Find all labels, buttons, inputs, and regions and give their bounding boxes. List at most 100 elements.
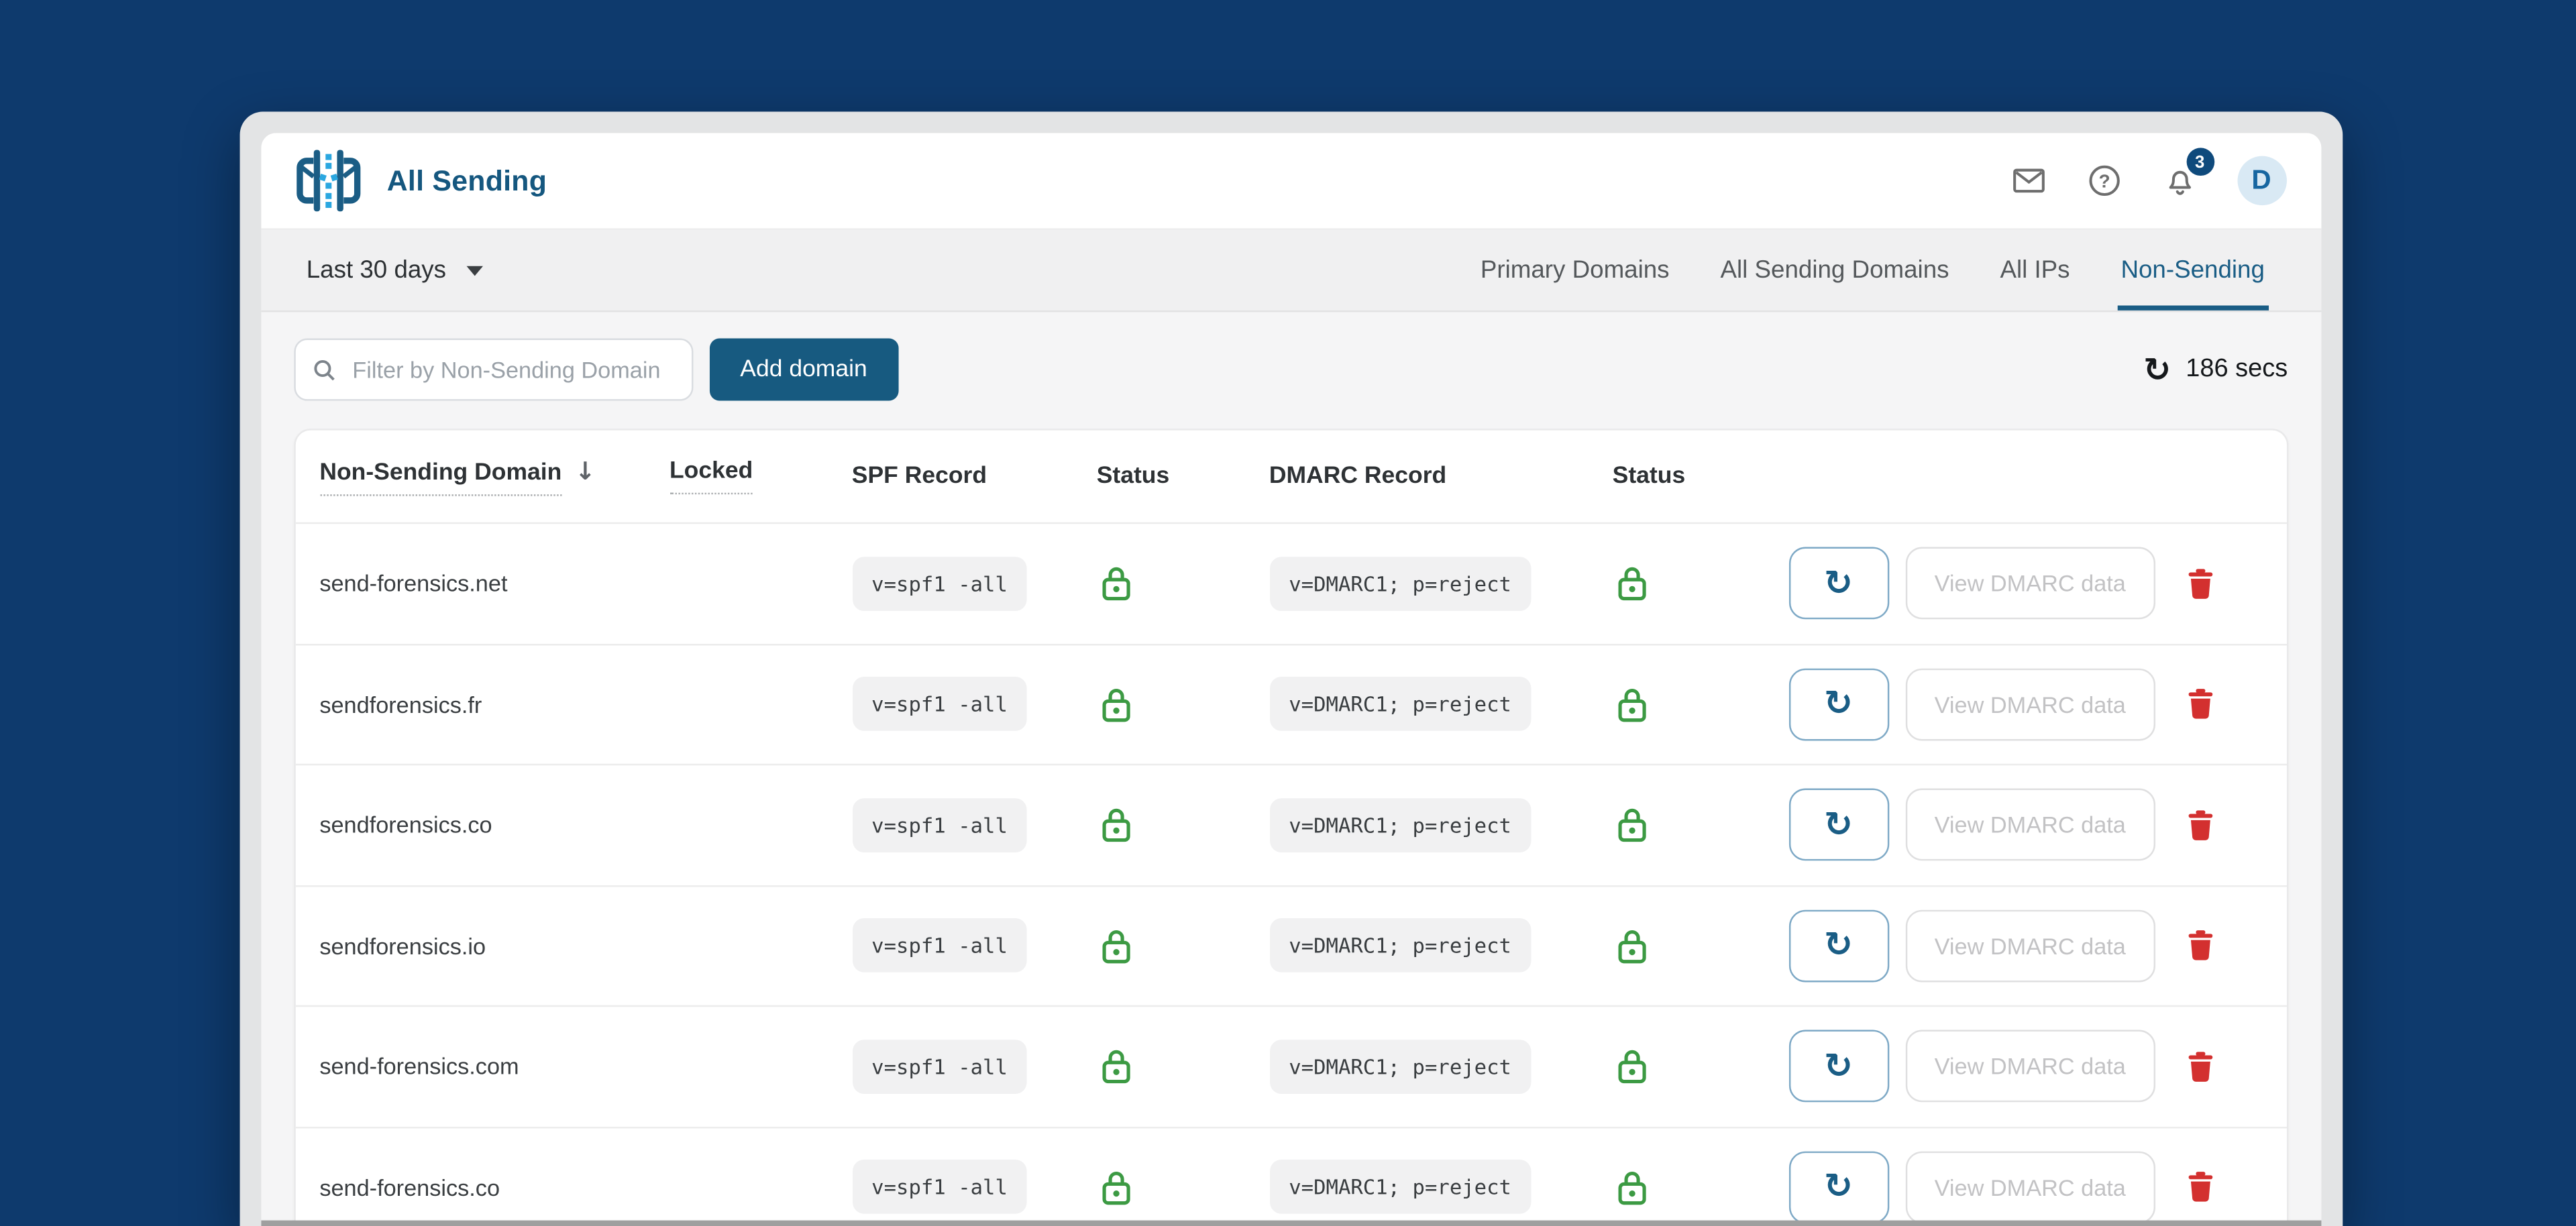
trash-icon [2188,1172,2213,1203]
search-icon [313,359,334,380]
spf-status-cell [1097,564,1269,604]
help-icon[interactable]: ? [2086,162,2122,199]
view-dmarc-data-button[interactable]: View DMARC data [1904,1030,2155,1103]
user-avatar[interactable]: D [2237,156,2286,206]
table-row: send-forensics.net v=spf1 -all v=DMARC1;… [294,522,2286,643]
delete-domain-button[interactable] [2186,1172,2214,1203]
notifications-bell-icon[interactable]: 3 [2161,148,2214,199]
refresh-icon: ↻ [2143,349,2171,390]
delete-domain-button[interactable] [2186,810,2214,841]
app-header: All Sending ? [260,133,2321,230]
mail-icon[interactable] [2010,162,2046,199]
refresh-countdown[interactable]: ↻ 186 secs [2143,353,2288,386]
view-dmarc-data-button[interactable]: View DMARC data [1904,1151,2155,1223]
tab-all-sending-domains[interactable]: All Sending Domains [1720,256,1949,284]
column-header-domain[interactable]: Non-Sending Domain ↓ [295,457,669,496]
add-domain-button[interactable]: Add domain [708,338,899,401]
dmarc-record-value: v=DMARC1; p=reject [1269,556,1532,611]
dmarc-status-cell [1613,805,1788,845]
dmarc-status-cell [1613,564,1788,604]
dmarc-status-cell [1613,685,1788,724]
locked-cell [669,1172,852,1202]
dmarc-record-cell: v=DMARC1; p=reject [1269,677,1613,732]
view-dmarc-data-button[interactable]: View DMARC data [1904,909,2155,982]
view-dmarc-data-button[interactable]: View DMARC data [1904,547,2155,620]
row-actions: ↻ View DMARC data [1788,789,2286,861]
filter-input[interactable] [349,354,675,385]
row-refresh-button[interactable]: ↻ [1788,547,1889,620]
row-refresh-button[interactable]: ↻ [1788,909,1889,982]
trash-icon [2188,810,2213,840]
locked-cell [669,569,852,598]
delete-domain-button[interactable] [2186,930,2214,962]
spf-record-cell: v=spf1 -all [851,918,1097,973]
delete-domain-button[interactable] [2186,689,2214,720]
row-refresh-button[interactable]: ↻ [1788,1030,1889,1103]
spf-status-lock-icon [1098,685,1269,724]
dmarc-record-value: v=DMARC1; p=reject [1269,918,1532,973]
table-header-row: Non-Sending Domain ↓ Locked SPF Record S… [295,431,2286,522]
dmarc-record-cell: v=DMARC1; p=reject [1269,556,1613,611]
table-row: sendforensics.io v=spf1 -all v=DMARC1; p… [294,884,2286,1005]
row-refresh-button[interactable]: ↻ [1788,1151,1889,1223]
tab-all-ips[interactable]: All IPs [2000,256,2070,284]
row-actions: ↻ View DMARC data [1788,909,2286,982]
spf-record-value: v=spf1 -all [851,1039,1028,1094]
spf-status-lock-icon [1098,805,1269,845]
trash-icon [2188,930,2213,961]
notification-count-badge: 3 [2186,148,2214,176]
domain-name: sendforensics.fr [319,691,482,718]
spf-record-cell: v=spf1 -all [851,556,1097,611]
sort-descending-icon: ↓ [574,456,596,486]
spf-record-cell: v=spf1 -all [851,1039,1097,1094]
date-range-selector[interactable]: Last 30 days [307,230,482,311]
delete-domain-button[interactable] [2186,1051,2214,1082]
row-actions: ↻ View DMARC data [1788,1151,2286,1223]
dmarc-record-value: v=DMARC1; p=reject [1269,1039,1532,1094]
locked-cell [669,931,852,960]
spf-record-value: v=spf1 -all [851,556,1028,611]
row-refresh-button[interactable]: ↻ [1788,668,1889,740]
column-header-locked[interactable]: Locked [669,458,852,495]
spf-record-cell: v=spf1 -all [851,677,1097,732]
app-window-inner: All Sending ? [260,133,2321,1226]
dmarc-status-lock-icon [1614,1168,1788,1207]
domains-table: Non-Sending Domain ↓ Locked SPF Record S… [293,429,2288,1226]
table-row: sendforensics.fr v=spf1 -all v=DMARC1; p… [294,643,2286,764]
refresh-icon: ↻ [1823,563,1853,603]
page-title: All Sending [386,163,547,197]
tab-primary-domains[interactable]: Primary Domains [1480,256,1670,284]
dmarc-record-value: v=DMARC1; p=reject [1269,797,1532,852]
tab-non-sending[interactable]: Non-Sending [2117,230,2267,311]
spf-record-value: v=spf1 -all [851,918,1028,973]
view-dmarc-data-button[interactable]: View DMARC data [1904,789,2155,861]
dmarc-status-lock-icon [1614,685,1788,724]
spf-status-lock-icon [1098,1047,1269,1086]
delete-domain-button[interactable] [2186,568,2214,600]
spf-status-cell [1097,685,1269,724]
dmarc-record-cell: v=DMARC1; p=reject [1269,1039,1613,1094]
refresh-icon: ↻ [1823,804,1853,844]
dmarc-record-value: v=DMARC1; p=reject [1269,1160,1532,1215]
row-refresh-button[interactable]: ↻ [1788,789,1889,861]
refresh-countdown-label: 186 secs [2186,354,2288,383]
refresh-icon: ↻ [1823,1166,1853,1207]
spf-record-value: v=spf1 -all [851,1160,1028,1215]
brand-logo-icon[interactable] [295,146,361,215]
refresh-icon: ↻ [1823,1046,1853,1086]
dmarc-status-lock-icon [1614,926,1788,966]
column-header-dmarc-record: DMARC Record [1269,463,1447,490]
chevron-down-icon [466,265,482,276]
table-row: send-forensics.com v=spf1 -all v=DMARC1;… [294,1005,2286,1126]
trash-icon [2188,568,2213,599]
view-dmarc-data-button[interactable]: View DMARC data [1904,668,2155,740]
table-body: send-forensics.net v=spf1 -all v=DMARC1;… [294,522,2286,1226]
svg-text:?: ? [2098,170,2109,191]
dmarc-record-cell: v=DMARC1; p=reject [1269,918,1613,973]
row-actions: ↻ View DMARC data [1788,547,2286,620]
horizontal-scrollbar[interactable] [260,1220,2321,1226]
dmarc-status-lock-icon [1614,805,1788,845]
dmarc-status-cell [1613,1168,1788,1207]
app-window: All Sending ? [239,111,2343,1226]
